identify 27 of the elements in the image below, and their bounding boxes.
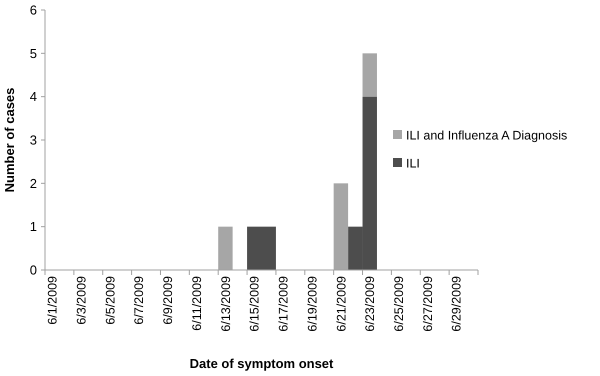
y-tick-label: 6 <box>30 2 37 18</box>
y-tick-label: 5 <box>30 46 37 61</box>
x-tick-label: 6/29/2009 <box>450 276 464 332</box>
x-tick-label: 6/21/2009 <box>334 276 348 332</box>
x-tick-label: 6/9/2009 <box>161 276 176 325</box>
x-tick-label: 6/23/2009 <box>363 276 378 332</box>
x-tick-label: 6/5/2009 <box>103 276 118 325</box>
x-tick-label: 6/3/2009 <box>74 276 88 325</box>
x-tick-label: 6/13/2009 <box>218 276 233 332</box>
x-tick-label: 6/27/2009 <box>420 276 435 332</box>
x-tick-label: 6/17/2009 <box>276 276 291 332</box>
legend-label: ILI and Influenza A Diagnosis <box>406 128 568 142</box>
x-tick-label: 6/1/2009 <box>46 276 60 325</box>
x-tick-label: 6/25/2009 <box>392 276 406 332</box>
y-tick-label: 3 <box>30 132 37 148</box>
x-tick-label: 6/7/2009 <box>132 276 146 325</box>
bar <box>362 53 377 97</box>
x-tick-label: 6/15/2009 <box>248 276 262 332</box>
y-tick-label: 4 <box>30 89 37 104</box>
x-tick-label: 6/11/2009 <box>190 276 204 331</box>
y-tick-label: 2 <box>30 176 37 191</box>
y-tick-label: 0 <box>30 262 37 278</box>
y-tick-label: 1 <box>30 219 37 234</box>
x-tick-label: 6/19/2009 <box>305 276 320 332</box>
legend-label: ILI <box>406 156 420 170</box>
y-axis-title: Number of cases <box>2 88 17 192</box>
x-axis-title: Date of symptom onset <box>190 356 334 371</box>
